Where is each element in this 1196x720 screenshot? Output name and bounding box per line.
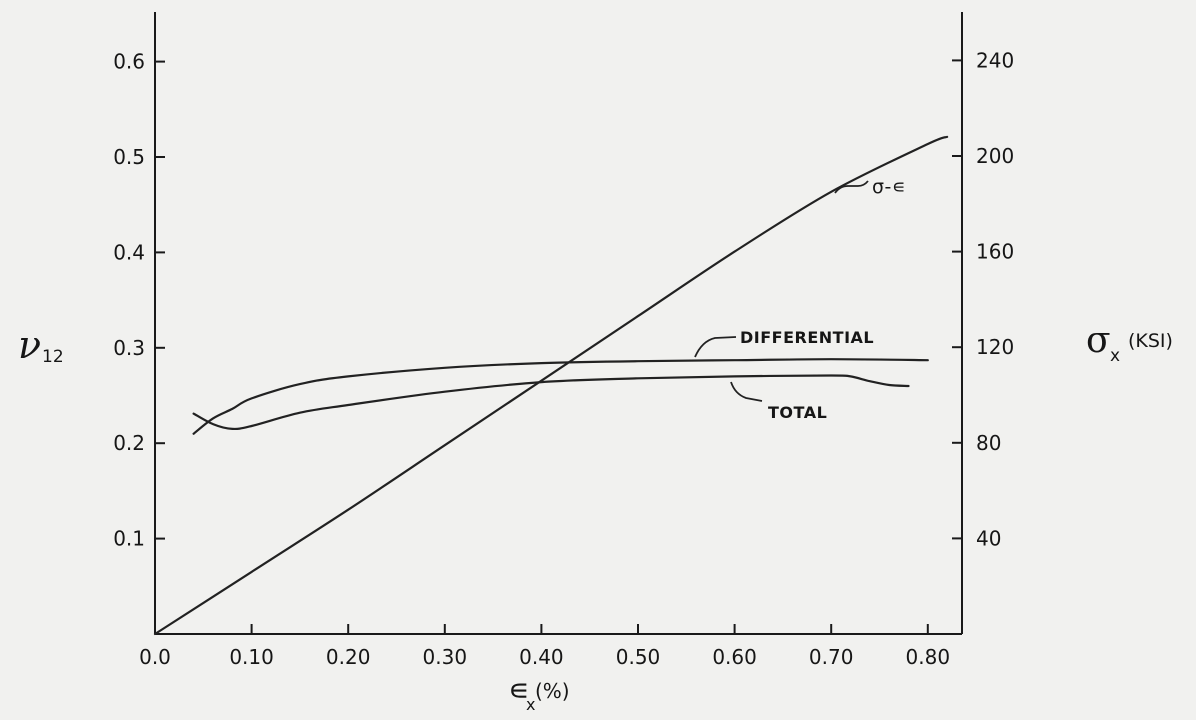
left-y-tick-label: 0.2 [113,431,145,455]
left-y-axis-label: ν 12 [18,323,64,367]
left-y-axis-label-subscript: 12 [42,347,64,367]
right-y-tick-label: 240 [976,48,1014,72]
differential-leader [694,336,737,358]
sigma-epsilon-curve [153,135,949,636]
x-axis-ticks: 0.0 0.10 0.20 0.30 0.40 0.50 0.60 0.70 0.80 [139,624,950,669]
right-y-tick-label: 80 [976,431,1001,455]
left-y-axis-label-symbol: ν [18,323,41,367]
right-y-tick-label: 120 [976,335,1014,359]
differential-curve [192,374,910,431]
x-tick-label: 0.70 [809,645,854,669]
left-y-axis-ticks: 0.1 0.2 0.3 0.4 0.5 0.6 [113,50,165,551]
annotation-sigma-epsilon: σ-∊ [872,176,906,198]
total-curve [192,358,929,435]
right-y-axis-label: σ x (KSI) [1086,320,1173,366]
x-axis-label-symbol: ∊ [508,673,530,708]
x-tick-label: 0.10 [229,645,274,669]
series-curves [153,135,949,636]
x-tick-label: 0.60 [712,645,757,669]
x-tick-label: 0.80 [906,645,951,669]
axes [154,12,963,635]
annotation-total: TOTAL [768,403,827,422]
left-y-tick-label: 0.3 [113,336,145,360]
annotation-leaders [694,180,869,402]
right-y-axis-label-symbol: σ [1086,320,1111,361]
x-tick-label: 0.50 [616,645,661,669]
total-leader [730,381,763,402]
right-y-axis-ticks: 40 80 120 160 200 240 [952,48,1014,550]
x-tick-label: 0.20 [326,645,371,669]
left-y-tick-label: 0.5 [113,145,145,169]
right-y-tick-label: 200 [976,144,1014,168]
annotation-differential: DIFFERENTIAL [740,328,874,347]
x-axis-label-unit: (%) [535,679,570,703]
left-y-tick-label: 0.1 [113,527,145,551]
x-tick-label: 0.0 [139,645,171,669]
x-tick-label: 0.40 [519,645,564,669]
right-y-axis-label-unit: (KSI) [1128,330,1173,352]
left-y-tick-label: 0.4 [113,240,145,264]
x-tick-label: 0.30 [423,645,468,669]
x-axis-label: ∊ x (%) [508,673,570,714]
left-y-tick-label: 0.6 [113,50,145,74]
right-y-tick-label: 160 [976,240,1014,264]
sigma-epsilon-leader [834,180,869,194]
right-y-tick-label: 40 [976,526,1001,550]
x-axis-label-subscript: x [526,695,535,714]
right-y-axis-label-subscript: x [1110,346,1120,366]
